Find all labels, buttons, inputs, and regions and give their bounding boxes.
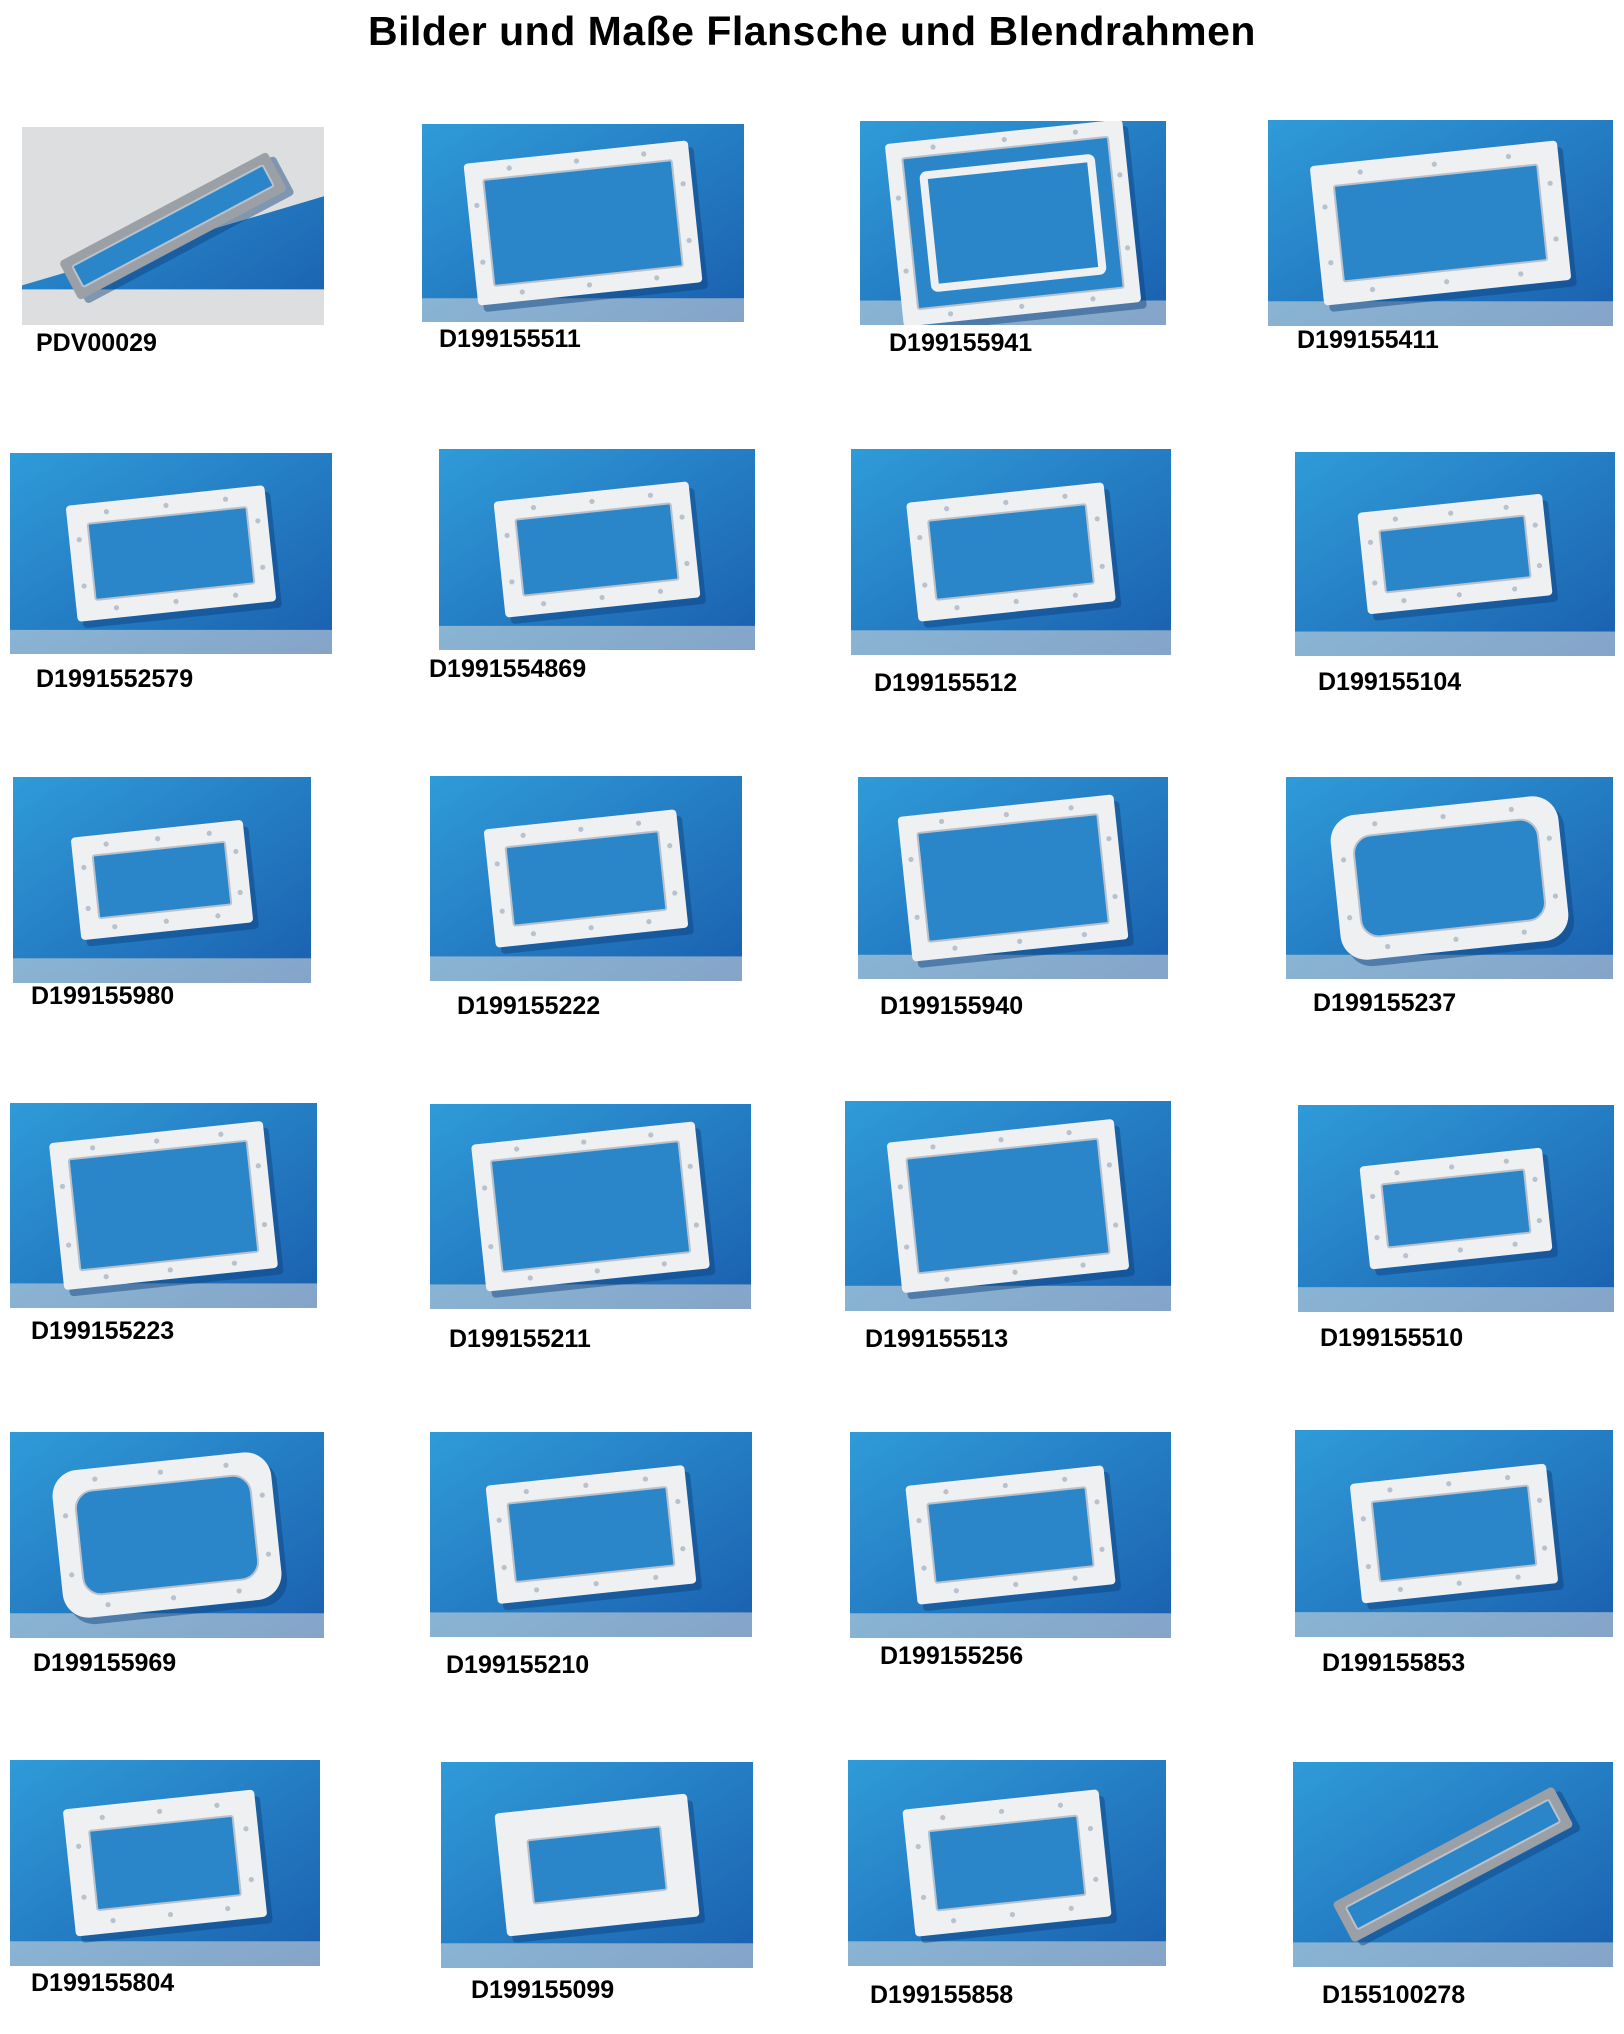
product-code: D199155513	[865, 1325, 1009, 1353]
product-photo	[10, 453, 332, 654]
product-photo	[845, 1101, 1171, 1311]
product-code: D199155980	[31, 982, 175, 1010]
product-code: D199155256	[880, 1642, 1024, 1670]
page-title: Bilder und Maße Flansche und Blendrahmen	[368, 8, 1256, 54]
product-photo	[858, 777, 1168, 979]
product-photo	[10, 1760, 320, 1966]
product-code: D199155211	[449, 1325, 591, 1353]
product-photo	[10, 1103, 317, 1308]
product-photo	[1268, 120, 1613, 326]
product-photo	[430, 1104, 751, 1309]
product-photo	[848, 1760, 1166, 1966]
product-code: D199155940	[880, 992, 1024, 1020]
product-code: D199155104	[1318, 668, 1462, 696]
product-code: D199155512	[874, 669, 1018, 697]
product-code: D199155210	[446, 1651, 590, 1679]
product-photo	[850, 1432, 1171, 1638]
product-photo	[851, 449, 1171, 655]
product-photo	[10, 1432, 324, 1638]
product-code: D199155853	[1322, 1649, 1466, 1677]
product-photo	[13, 777, 311, 983]
product-code: D199155941	[889, 329, 1033, 357]
product-code: D199155099	[471, 1976, 615, 2004]
product-photo	[430, 1432, 752, 1637]
product-photo	[1293, 1762, 1613, 1967]
product-code: D199155223	[31, 1317, 175, 1345]
product-photo	[1298, 1105, 1614, 1312]
product-code: D1991554869	[429, 655, 587, 683]
product-photo	[860, 121, 1166, 325]
product-photo	[439, 449, 755, 650]
product-photo	[441, 1762, 753, 1968]
product-code: D199155222	[457, 992, 601, 1020]
product-photo	[1295, 1430, 1613, 1637]
product-code: D199155411	[1297, 326, 1439, 354]
product-code: D199155969	[33, 1649, 177, 1677]
product-photo	[22, 127, 324, 325]
product-code: D155100278	[1322, 1981, 1466, 2009]
product-code: D199155237	[1313, 989, 1457, 1017]
product-code: D199155511	[439, 325, 581, 353]
product-photo	[1295, 452, 1615, 656]
product-code: D199155510	[1320, 1324, 1464, 1352]
product-code: D1991552579	[36, 665, 194, 693]
product-photo	[422, 124, 744, 322]
product-photo	[430, 776, 742, 981]
product-code: D199155804	[31, 1969, 175, 1997]
product-code: PDV00029	[36, 329, 157, 357]
product-photo	[1286, 777, 1613, 979]
product-code: D199155858	[870, 1981, 1014, 2009]
